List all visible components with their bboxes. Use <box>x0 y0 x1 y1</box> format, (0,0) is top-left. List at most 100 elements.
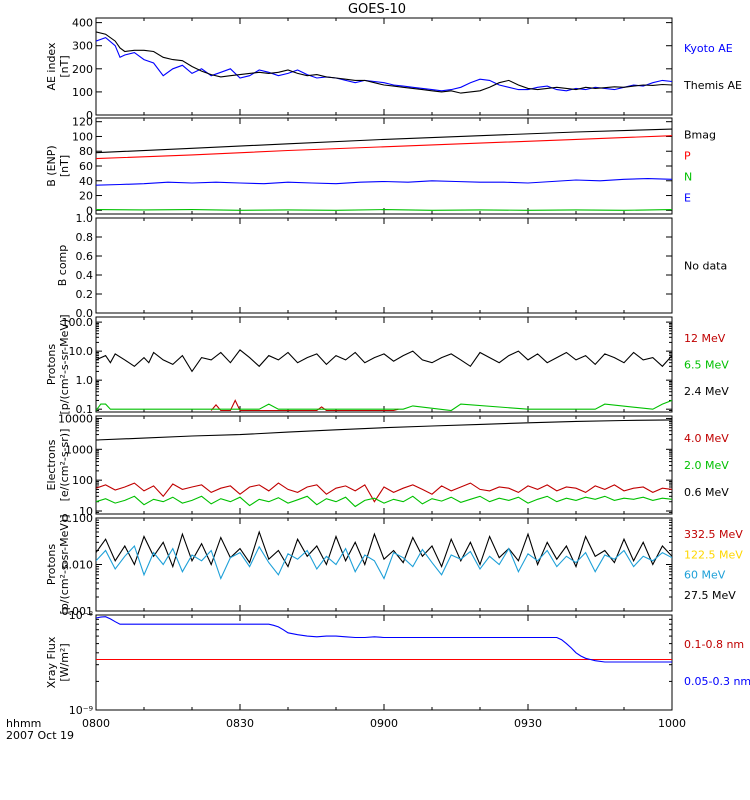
legend-entry: P <box>684 150 691 163</box>
y-tick-label: 0.6 <box>76 250 94 263</box>
y-tick-label: 10 <box>79 505 93 518</box>
x-tick-label: 0900 <box>370 717 398 730</box>
y-tick-label: 0.001 <box>62 605 94 618</box>
y-tick-label: 60 <box>79 160 93 173</box>
series-line-27-5-mev <box>96 530 672 569</box>
legend-entry: Themis AE <box>683 79 742 92</box>
series-line-e <box>96 178 672 186</box>
y-tick-label: 100 <box>72 130 93 143</box>
panel-protons_low: 0.1 1.0 10.0 100.0 Protons [p/(cm²-s-sr-MeV)]… <box>45 315 729 417</box>
y-tick-label: 200 <box>72 63 93 76</box>
y-axis-label: [p/(cm²-s-sr-MeV)] <box>58 515 71 615</box>
y-tick-label: 1000 <box>65 443 93 456</box>
y-tick-label: 100.0 <box>62 316 94 329</box>
panel-frame <box>95 17 673 116</box>
y-tick-label: 10000 <box>58 412 93 425</box>
series-line-12-mev <box>210 399 399 412</box>
y-tick-label: 0 <box>86 204 93 217</box>
y-tick-label: 100 <box>72 474 93 487</box>
y-tick-label: 400 <box>72 17 93 30</box>
y-axis-label: [e/(cm²-s-sr)] <box>58 429 71 502</box>
y-tick-label: 10.0 <box>69 345 94 358</box>
y-axis-label: [nT] <box>58 55 71 77</box>
y-axis-label: B comp <box>56 245 69 287</box>
y-tick-label: 80 <box>79 145 93 158</box>
y-axis-label: Protons <box>45 544 58 585</box>
legend-entry: 60 MeV <box>684 569 726 582</box>
y-tick-label: 100 <box>72 86 93 99</box>
y-tick-label: 10⁻⁹ <box>69 704 93 717</box>
panel-frame <box>95 415 673 515</box>
y-axis-label: Xray Flux <box>45 636 58 688</box>
series-line-kyoto-ae <box>96 36 672 92</box>
x-axis-date-label: 2007 Oct 19 <box>6 729 74 742</box>
series-line-n <box>96 209 672 211</box>
legend-entry: 2.4 MeV <box>684 385 729 398</box>
y-tick-label: 1.0 <box>76 212 94 225</box>
legend-entry: 12 MeV <box>684 332 726 345</box>
series-line-2-4-mev <box>96 349 672 373</box>
y-axis-label: [nT] <box>58 155 71 177</box>
panel-frame <box>95 117 673 215</box>
y-tick-label: 1.0 <box>76 374 94 387</box>
legend-entry: 0.6 MeV <box>684 486 729 499</box>
series-line-bmag <box>96 128 672 154</box>
panel-ae: 0 100 200 300 400 AE index [nT] Kyoto AE Themis … <box>45 17 742 122</box>
legend-entry: 332.5 MeV <box>684 528 743 541</box>
series-line-0-6-mev <box>96 419 672 441</box>
legend-entry: 2.0 MeV <box>684 459 729 472</box>
y-axis-label: [W/m²] <box>58 643 71 681</box>
x-tick-label: 0930 <box>514 717 542 730</box>
y-tick-label: 0.4 <box>76 269 94 282</box>
panel-electrons: 10 100 1000 10000 Electrons [e/(cm²-s-sr)] 4.0… <box>45 412 729 518</box>
y-tick-label: 0.100 <box>62 512 94 525</box>
series-line-2-0-mev <box>96 495 672 508</box>
panel-protons_high: 0.001 0.010 0.100 Protons [p/(cm²-s-sr-MeV)]… <box>45 512 743 618</box>
y-tick-label: 10⁻⁸ <box>69 609 94 622</box>
legend-entry: 6.5 MeV <box>684 359 729 372</box>
y-tick-label: 20 <box>79 190 93 203</box>
panel-bcomp: 0.0 0.2 0.4 0.6 0.8 1.0 B comp No data <box>56 212 727 320</box>
y-axis-label: [p/(cm²-s-sr-MeV)] <box>58 315 71 415</box>
legend-entry: N <box>684 170 692 183</box>
panel-frame <box>95 217 673 314</box>
series-line-60-mev <box>96 544 672 580</box>
panel-xray: 10⁻⁹ 10⁻⁸ Xray Flux [W/m²] 0.1-0.8 nm 0.05-0.… <box>45 609 750 717</box>
legend-entry: 122.5 MeV <box>684 548 743 561</box>
y-tick-label: 0.0 <box>76 307 94 320</box>
y-axis-label: B (ENP) <box>45 145 58 186</box>
y-tick-label: 0.1 <box>76 403 94 416</box>
y-tick-label: 120 <box>72 116 93 129</box>
legend-entry: No data <box>684 260 727 273</box>
y-axis-label: AE index <box>45 42 58 91</box>
series-line-6-5-mev <box>96 399 672 412</box>
y-axis-label: Protons <box>45 344 58 385</box>
y-axis-label: Electrons <box>45 439 58 490</box>
series-line-themis-ae <box>96 31 672 94</box>
legend-entry: 27.5 MeV <box>684 589 736 602</box>
y-tick-label: 0.8 <box>76 231 94 244</box>
legend-entry: 0.05-0.3 nm <box>684 675 750 688</box>
y-tick-label: 0.2 <box>76 288 94 301</box>
legend-entry: Kyoto AE <box>684 42 733 55</box>
x-tick-label: 0800 <box>82 717 110 730</box>
legend-entry: E <box>684 191 691 204</box>
series-line-0-05-0-3-nm <box>96 616 672 663</box>
legend-entry: 0.1-0.8 nm <box>684 638 744 651</box>
panel-frame <box>95 316 673 413</box>
y-tick-label: 300 <box>72 40 93 53</box>
y-tick-label: 0.010 <box>62 559 94 572</box>
x-axis-time-label: hhmm <box>6 717 41 730</box>
panel-frame <box>95 517 673 612</box>
legend-entry: Bmag <box>684 129 716 142</box>
series-line-4-0-mev <box>96 482 672 503</box>
series-line-p <box>96 135 672 160</box>
x-tick-label: 0830 <box>226 717 254 730</box>
legend-entry: 4.0 MeV <box>684 432 729 445</box>
y-tick-label: 40 <box>79 175 93 188</box>
chart-title: GOES-10 <box>348 2 406 17</box>
x-tick-label: 1000 <box>658 717 686 730</box>
